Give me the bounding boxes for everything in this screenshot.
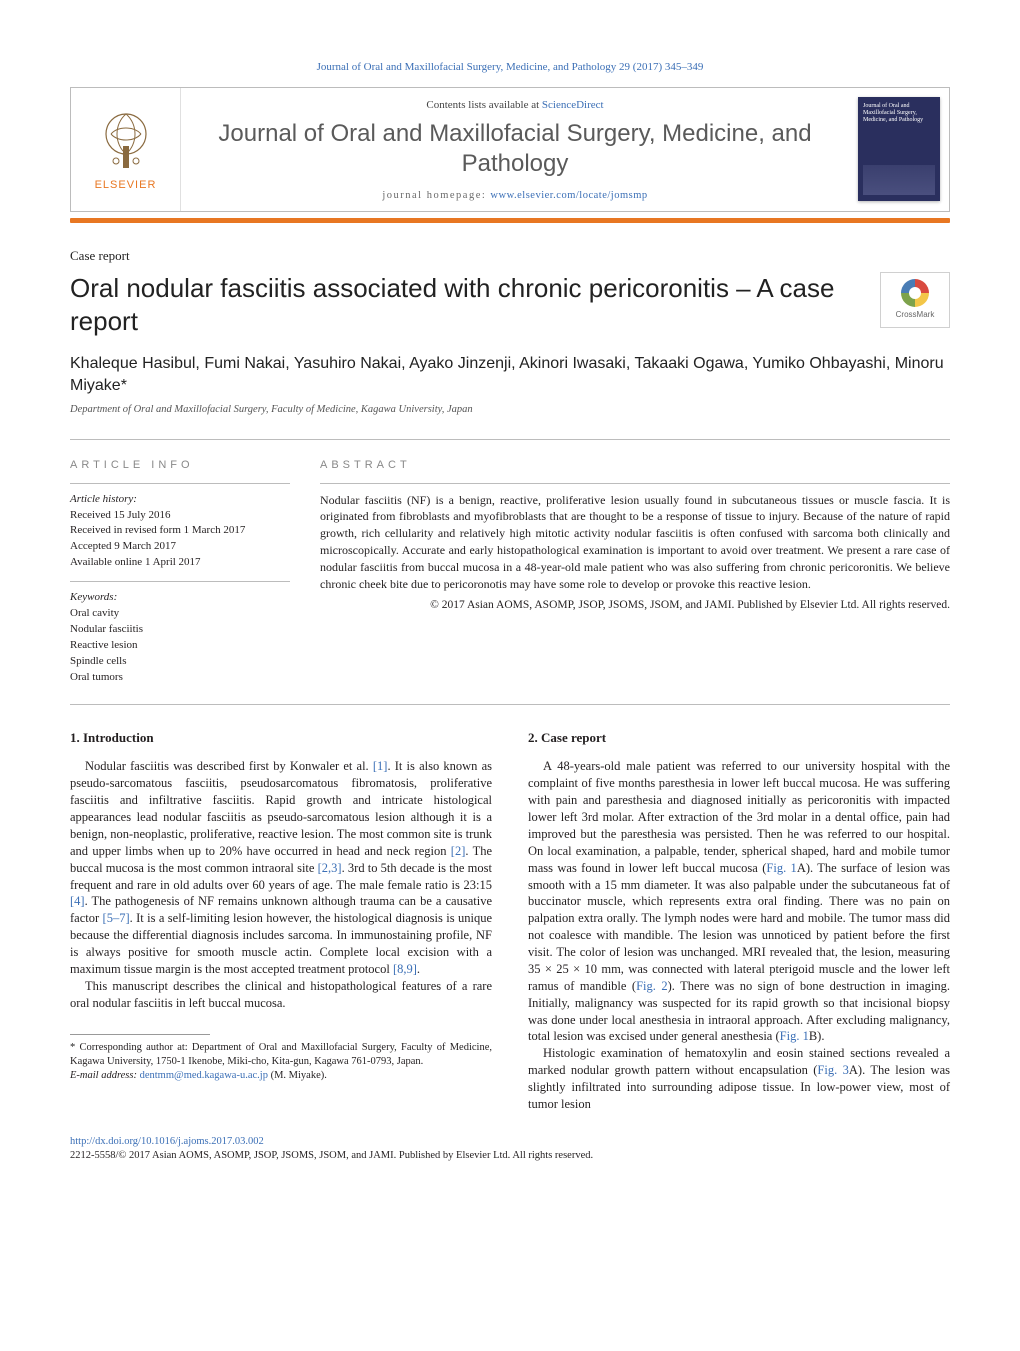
abstract-copyright: © 2017 Asian AOMS, ASOMP, JSOP, JSOMS, J… bbox=[320, 598, 950, 614]
affiliation: Department of Oral and Maxillofacial Sur… bbox=[70, 403, 950, 417]
homepage-link[interactable]: www.elsevier.com/locate/jomsmp bbox=[490, 190, 647, 201]
paragraph: Histologic examination of hematoxylin an… bbox=[528, 1045, 950, 1113]
running-head-link[interactable]: Journal of Oral and Maxillofacial Surger… bbox=[317, 61, 704, 73]
section-heading-1: 1. Introduction bbox=[70, 729, 492, 747]
body-column-right: 2. Case report A 48-years-old male patie… bbox=[528, 729, 950, 1113]
crossmark-icon bbox=[901, 279, 929, 307]
accent-bar bbox=[70, 218, 950, 223]
elsevier-tree-icon bbox=[96, 106, 156, 176]
authors: Khaleque Hasibul, Fumi Nakai, Yasuhiro N… bbox=[70, 353, 950, 396]
issn-copyright: 2212-5558/© 2017 Asian AOMS, ASOMP, JSOP… bbox=[70, 1150, 593, 1161]
email-footnote: E-mail address: dentmm@med.kagawa-u.ac.j… bbox=[70, 1069, 492, 1083]
paragraph: Nodular fasciitis was described first by… bbox=[70, 758, 492, 977]
rule bbox=[70, 704, 950, 705]
article-info-label: article info bbox=[70, 458, 290, 473]
crossmark-label: CrossMark bbox=[896, 310, 935, 321]
abstract-text: Nodular fasciitis (NF) is a benign, reac… bbox=[320, 483, 950, 593]
corresponding-marker: * bbox=[121, 377, 127, 394]
paragraph: This manuscript describes the clinical a… bbox=[70, 978, 492, 1012]
publisher-label: ELSEVIER bbox=[95, 178, 157, 193]
masthead: ELSEVIER Contents lists available at Sci… bbox=[70, 87, 950, 212]
bottom-block: http://dx.doi.org/10.1016/j.ajoms.2017.0… bbox=[70, 1135, 950, 1163]
corresponding-author-footnote: * Corresponding author at: Department of… bbox=[70, 1041, 492, 1069]
crossmark-badge[interactable]: CrossMark bbox=[880, 272, 950, 328]
homepage-line: journal homepage: www.elsevier.com/locat… bbox=[191, 189, 839, 203]
paragraph: A 48-years-old male patient was referred… bbox=[528, 758, 950, 1045]
abstract-label: abstract bbox=[320, 458, 950, 473]
article-history: Article history: Received 15 July 2016 R… bbox=[70, 483, 290, 572]
doi-link[interactable]: http://dx.doi.org/10.1016/j.ajoms.2017.0… bbox=[70, 1136, 264, 1147]
footnote-rule bbox=[70, 1034, 210, 1035]
body-column-left: 1. Introduction Nodular fasciitis was de… bbox=[70, 729, 492, 1113]
publisher-logo-box: ELSEVIER bbox=[71, 88, 181, 211]
contents-line: Contents lists available at ScienceDirec… bbox=[191, 98, 839, 113]
journal-cover-thumb[interactable]: Journal of Oral and Maxillofacial Surger… bbox=[858, 97, 940, 201]
section-heading-2: 2. Case report bbox=[528, 729, 950, 747]
running-head: Journal of Oral and Maxillofacial Surger… bbox=[70, 60, 950, 75]
sciencedirect-link[interactable]: ScienceDirect bbox=[542, 99, 604, 111]
journal-title: Journal of Oral and Maxillofacial Surger… bbox=[191, 119, 839, 179]
email-link[interactable]: dentmm@med.kagawa-u.ac.jp bbox=[140, 1070, 268, 1081]
article-title: Oral nodular fasciitis associated with c… bbox=[70, 272, 860, 337]
keywords: Keywords: Oral cavity Nodular fasciitis … bbox=[70, 581, 290, 686]
article-type: Case report bbox=[70, 247, 950, 265]
